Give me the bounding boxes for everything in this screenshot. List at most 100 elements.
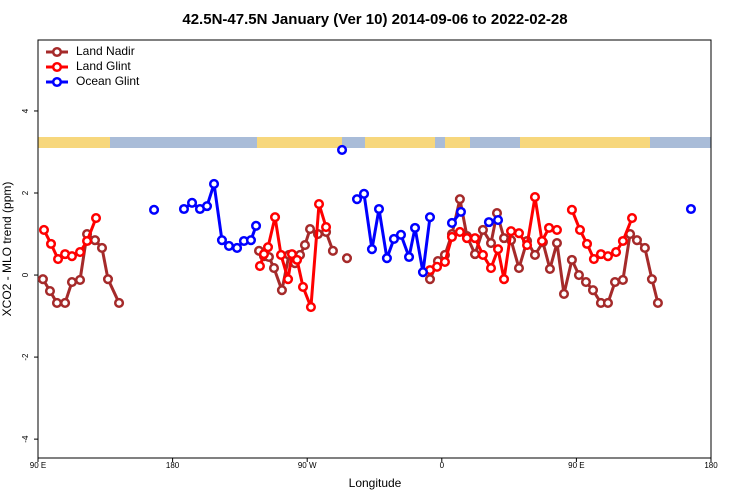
land-band [257, 137, 342, 148]
data-point [424, 212, 436, 223]
data-point [305, 301, 316, 313]
data-point [574, 224, 586, 235]
data-point [513, 228, 525, 239]
land-strip [38, 137, 711, 148]
data-point [529, 249, 541, 260]
data-point [521, 240, 533, 251]
data-point [446, 217, 458, 229]
data-point [373, 203, 385, 215]
y-axis-label: XCO2 - MLO trend (ppm) [0, 182, 14, 317]
data-point [291, 254, 303, 265]
y-tick-label: 2 [21, 190, 30, 195]
data-point [631, 235, 643, 246]
data-point [381, 253, 392, 264]
data-point [446, 231, 458, 242]
data-point [341, 253, 353, 264]
land-band [38, 137, 110, 148]
data-point [424, 274, 436, 285]
data-point [304, 224, 316, 235]
data-point [483, 217, 494, 228]
data-point [297, 281, 309, 292]
data-point [358, 188, 370, 199]
y-tick-label: 0 [21, 272, 30, 277]
data-point [461, 233, 472, 244]
x-tick-label: 90 W [298, 461, 317, 470]
data-point [581, 238, 593, 249]
data-point [74, 274, 86, 286]
data-point [313, 199, 325, 210]
data-point [82, 235, 93, 247]
data-point [258, 249, 270, 260]
chart-title: 42.5N-47.5N January (Ver 10) 2014-09-06 … [182, 11, 567, 28]
data-point [513, 263, 525, 274]
data-point [269, 212, 281, 223]
legend-marker [51, 61, 63, 73]
data-point [66, 276, 77, 288]
data-point [45, 238, 57, 249]
legend-label: Land Nadir [76, 44, 135, 58]
data-point [469, 249, 481, 260]
x-tick-label: 180 [704, 461, 718, 470]
data-point [602, 297, 614, 308]
data-point [573, 269, 584, 281]
data-point [652, 297, 663, 308]
data-point [617, 235, 628, 247]
data-point [685, 203, 697, 215]
land-band [520, 137, 650, 148]
data-point [477, 224, 488, 235]
legend-marker [51, 76, 63, 88]
legend-label: Land Glint [76, 59, 131, 73]
data-point [505, 226, 517, 237]
data-point [543, 222, 555, 233]
data-point [469, 233, 481, 244]
data-point [485, 263, 497, 274]
data-point [254, 260, 265, 272]
data-point [245, 235, 257, 246]
data-point [566, 204, 577, 215]
data-point [178, 203, 190, 215]
data-point [431, 261, 443, 272]
series [38, 192, 638, 313]
data-point [251, 220, 262, 231]
x-tick-label: 0 [440, 461, 445, 470]
data-point [395, 229, 407, 240]
data-point [283, 274, 294, 285]
data-point [492, 215, 504, 226]
data-point [232, 242, 243, 254]
data-point [149, 204, 160, 215]
data-point [602, 251, 614, 262]
data-point [558, 288, 570, 299]
data-point [52, 254, 64, 265]
data-point [454, 226, 465, 238]
data-point [74, 247, 86, 258]
data-point [216, 235, 228, 246]
data-point [498, 274, 510, 285]
data-point [551, 224, 563, 235]
y-tick-label: -4 [21, 435, 30, 443]
legend-marker [51, 46, 63, 58]
data-point [454, 194, 465, 205]
data-point [44, 285, 56, 297]
data-point [566, 254, 577, 265]
data-point [66, 251, 77, 262]
data-point [588, 254, 599, 265]
data-point [186, 197, 198, 208]
data-point [38, 224, 50, 235]
x-tick-label: 90 E [568, 461, 584, 470]
data-point [37, 274, 48, 285]
plot-frame [37, 39, 712, 459]
data-point [417, 267, 429, 278]
data-point [351, 194, 363, 205]
y-tick-label: 4 [21, 108, 30, 113]
data-point [587, 285, 599, 296]
data-point [336, 144, 348, 155]
data-point [201, 201, 213, 212]
data-point [580, 276, 592, 288]
data-point [114, 297, 125, 308]
data-point [96, 242, 108, 254]
data-point [262, 242, 274, 253]
data-point [403, 251, 415, 263]
data-point [60, 297, 71, 308]
